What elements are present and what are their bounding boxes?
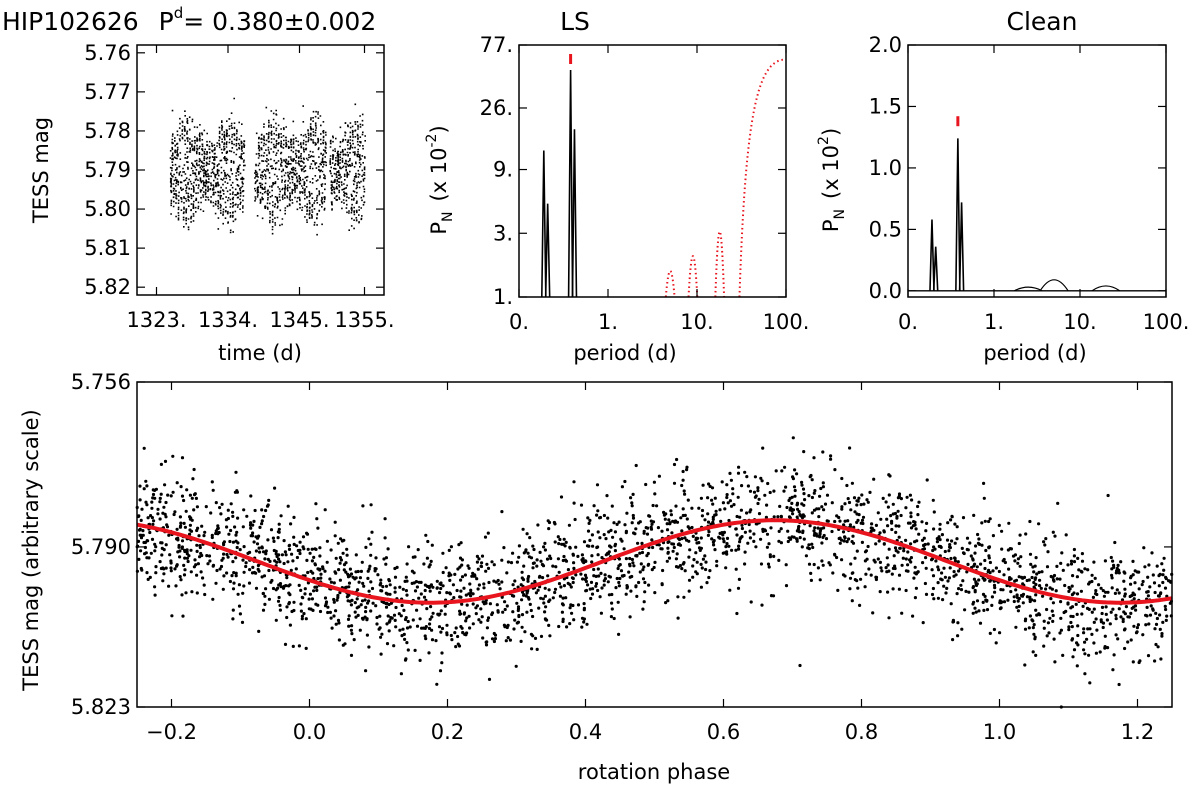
clean-ylabel: PN (x 102) [816, 128, 848, 232]
clean-ylabel-sub: N [832, 209, 848, 219]
figure-title: HIP102626 Pd= 0.380±0.002 [2, 4, 376, 36]
star-name: HIP102626 [2, 7, 139, 36]
phased-ytick-label: 5.756 [71, 370, 131, 394]
ls-ytick-label: 3. [493, 221, 513, 245]
phased-xtick-label: 0.0 [293, 720, 326, 744]
period-superscript: d [174, 4, 184, 22]
clean-ylabel-unit: (x 10 [819, 145, 843, 199]
clean-bump [1091, 285, 1121, 292]
ls-ylabel-unit: (x 10 [427, 147, 451, 201]
clean-ytick-label: 1.5 [869, 94, 902, 118]
ls-ytick-label: 26. [480, 96, 513, 120]
ls-ytick-label: 1. [493, 285, 513, 309]
ls-xlabel: period (d) [573, 341, 676, 365]
clean-ytick-label: 0.0 [869, 279, 902, 303]
phased-xlabel: rotation phase [578, 760, 730, 784]
lightcurve-dots [169, 97, 366, 236]
phased-xtick-label: 1.2 [1121, 720, 1154, 744]
lightcurve-ytick-label: 5.76 [84, 41, 131, 65]
clean-ytick-label: 0.5 [869, 217, 902, 241]
phased-xtick-label: 1.0 [983, 720, 1016, 744]
lightcurve-xtick-label: 1334. [198, 308, 258, 332]
clean-ytick-label: 1.0 [869, 156, 902, 180]
ls-xtick-label: 100. [763, 310, 810, 334]
phased-dots [135, 436, 1174, 709]
phased-fit-curve [136, 518, 1173, 605]
clean-xtick-label: 1. [984, 310, 1004, 334]
ls-ylabel-close: ) [427, 125, 451, 133]
clean-bump [1013, 286, 1043, 292]
ls-xtick-label: 1. [598, 310, 618, 334]
clean-panel: Clean 0. 1. 10. 100. 0.0 0.5 1.0 1.5 2.0 period … [816, 7, 1189, 365]
ls-ytick-label: 9. [493, 158, 513, 182]
phased-xtick-label: 0.2 [431, 720, 464, 744]
ls-peak [541, 150, 547, 298]
phased-xtick-label: −0.2 [146, 720, 197, 744]
ls-xtick-label: 0. [509, 310, 529, 334]
lightcurve-ylabel: TESS mag [29, 117, 53, 224]
clean-xtick-label: 100. [1143, 310, 1190, 334]
ls-frame [518, 44, 787, 298]
lightcurve-ytick-label: 5.78 [84, 119, 131, 143]
clean-peak [929, 219, 935, 291]
period-value: = 0.380±0.002 [183, 7, 376, 36]
clean-xlabel: period (d) [983, 341, 1086, 365]
ls-title: LS [560, 7, 590, 36]
ls-peak [567, 70, 574, 298]
lightcurve-xtick-label: 1345. [269, 308, 329, 332]
ls-window-peak [687, 255, 699, 298]
phased-ylabel: TESS mag (arbitrary scale) [19, 409, 43, 691]
phased-ytick-label: 5.823 [71, 695, 131, 719]
lightcurve-ytick-label: 5.81 [84, 236, 131, 260]
ls-peak [544, 203, 551, 298]
clean-xtick-label: 10. [1063, 310, 1096, 334]
ls-ylabel-p: P [427, 222, 451, 235]
lightcurve-xlabel: time (d) [218, 341, 302, 365]
phased-frame [136, 381, 1173, 708]
lightcurve-panel: 1323. 1334. 1345. 1355. 5.76 5.77 5.78 5.79 5.80… [29, 41, 395, 365]
ls-ylabel-sub: N [440, 212, 456, 222]
ls-ylabel-exp: -2 [424, 134, 440, 148]
phased-ytick-label: 5.790 [71, 535, 131, 559]
ls-series [541, 54, 787, 298]
clean-ylabel-p: P [819, 219, 843, 232]
lightcurve-xtick-label: 1323. [126, 308, 186, 332]
lightcurve-ticks: 1323. 1334. 1345. 1355. 5.76 5.77 5.78 5.79 5.80… [84, 41, 394, 332]
clean-ytick-label: 2.0 [869, 33, 902, 57]
lightcurve-ytick-label: 5.82 [84, 275, 131, 299]
lightcurve-ytick-label: 5.79 [84, 158, 131, 182]
lightcurve-ytick-label: 5.80 [84, 197, 131, 221]
ls-peak [571, 129, 578, 298]
lightcurve-ytick-label: 5.77 [84, 80, 131, 104]
ls-window-peak [664, 270, 676, 298]
phased-ticks: −0.2 0.0 0.2 0.4 0.6 0.8 1.0 1.2 5.756 5.790 5.823 [71, 370, 1172, 744]
clean-peak [932, 246, 939, 291]
ls-window-peak [714, 230, 726, 298]
phased-xtick-label: 0.4 [569, 720, 602, 744]
ls-window-rise [738, 58, 787, 298]
lightcurve-points [169, 97, 366, 236]
clean-bump [1039, 279, 1069, 292]
clean-frame [907, 44, 1167, 298]
ls-ylabel: PN (x 10-2) [424, 125, 456, 234]
phased-points [135, 436, 1174, 709]
ls-panel: LS 0. 1. 10. 100.1.3.9.26.77. period (d) PN… [424, 7, 809, 365]
ls-xtick-label: 10. [680, 310, 713, 334]
clean-series [908, 116, 1166, 292]
phased-xtick-label: 0.6 [707, 720, 740, 744]
clean-ylabel-exp: 2 [816, 136, 832, 145]
clean-ticks: 0. 1. 10. 100. 0.0 0.5 1.0 1.5 2.0 [869, 33, 1190, 334]
clean-xtick-label: 0. [898, 310, 918, 334]
ls-ticks: 0. 1. 10. 100.1.3.9.26.77. [480, 33, 810, 334]
clean-peak [955, 138, 961, 291]
period-symbol: P [159, 7, 174, 36]
phased-panel: −0.2 0.0 0.2 0.4 0.6 0.8 1.0 1.2 5.756 5.790 5.823… [19, 370, 1174, 784]
clean-title: Clean [1007, 7, 1078, 36]
clean-peak [958, 202, 965, 291]
clean-ylabel-close: ) [819, 128, 843, 136]
ls-ytick-label: 77. [480, 33, 513, 57]
phased-xtick-label: 0.8 [845, 720, 878, 744]
lightcurve-xtick-label: 1355. [334, 308, 394, 332]
